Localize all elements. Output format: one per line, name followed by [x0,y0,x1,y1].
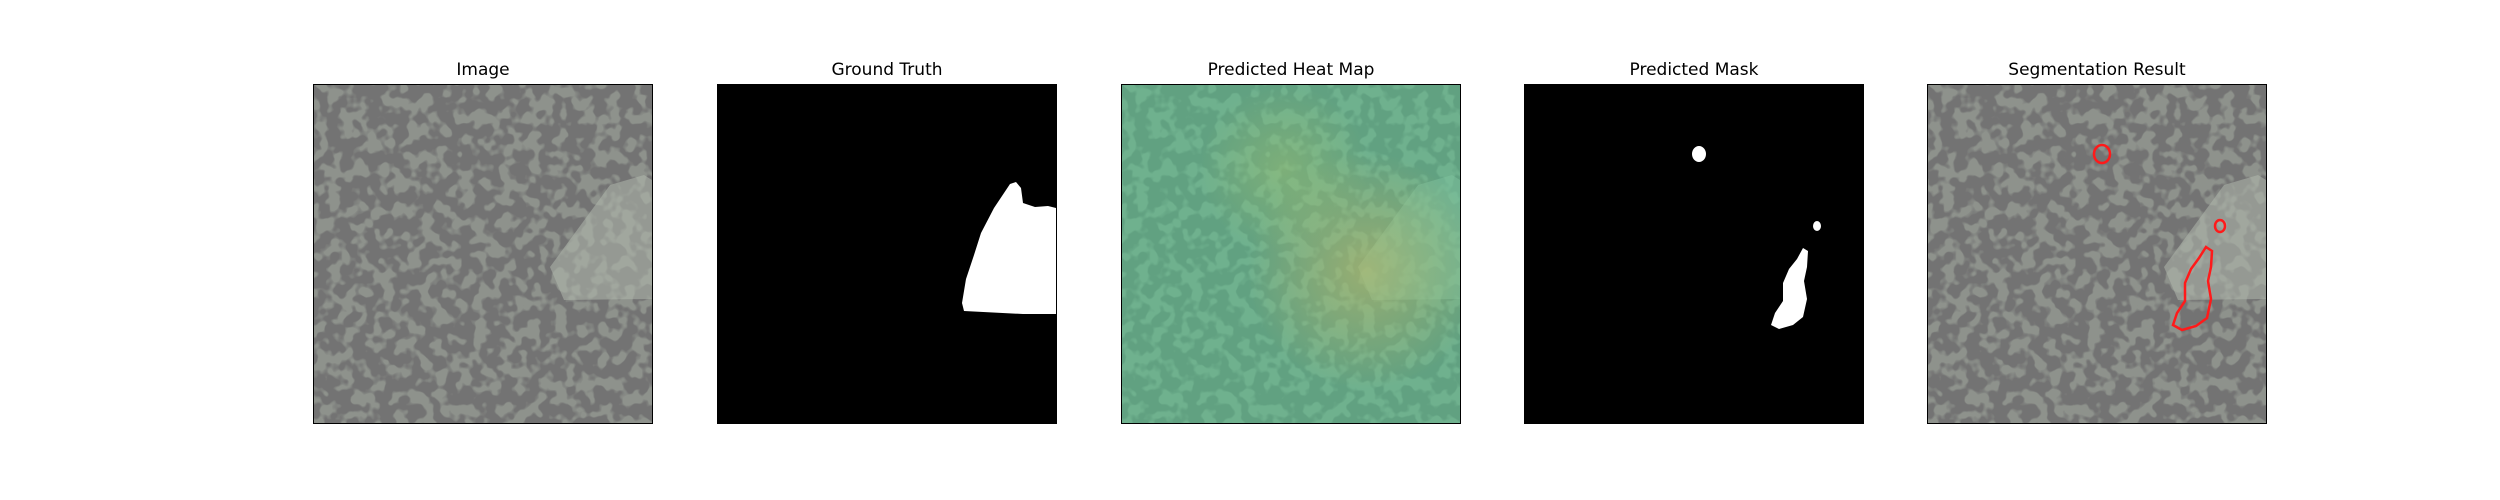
gt-defect-region [962,182,1056,314]
image-texture [314,85,652,423]
seg-contour-main [2171,245,2214,332]
panel-image: Image [313,0,653,500]
panel-title-ground-truth: Ground Truth [831,60,943,80]
ground-truth-mask [718,85,1056,423]
pm-blob-main [1771,248,1808,329]
panel-ground-truth: Ground Truth [717,0,1057,500]
panel-title-predicted-mask: Predicted Mask [1629,60,1759,80]
panel-title-segmentation-result: Segmentation Result [2008,60,2186,80]
predicted-mask [1525,85,1863,423]
heat-map-overlay [1122,85,1460,423]
pm-blob-top [1692,146,1706,162]
panel-title-image: Image [456,60,510,80]
seg-contours [2092,143,2227,332]
heat-hotspot-2 [1122,85,1460,423]
panel-heat-map: Predicted Heat Map [1121,0,1461,500]
panel-segmentation-result: Segmentation Result [1927,0,2267,500]
heat-map-frame [1121,84,1461,424]
seg-defect-patch [2164,175,2266,300]
panel-title-heat-map: Predicted Heat Map [1207,60,1375,80]
segmentation-frame [1927,84,2267,424]
pm-blob-small [1813,221,1821,231]
segmentation-overlay [1928,85,2266,423]
predicted-mask-frame [1524,84,1864,424]
ground-truth-frame [717,84,1057,424]
seg-contour-top [2092,143,2112,165]
pm-background [1525,85,1863,423]
panel-predicted-mask: Predicted Mask [1524,0,1864,500]
defect-patch [550,175,652,300]
seg-contour-small [2213,218,2227,234]
image-frame [313,84,653,424]
